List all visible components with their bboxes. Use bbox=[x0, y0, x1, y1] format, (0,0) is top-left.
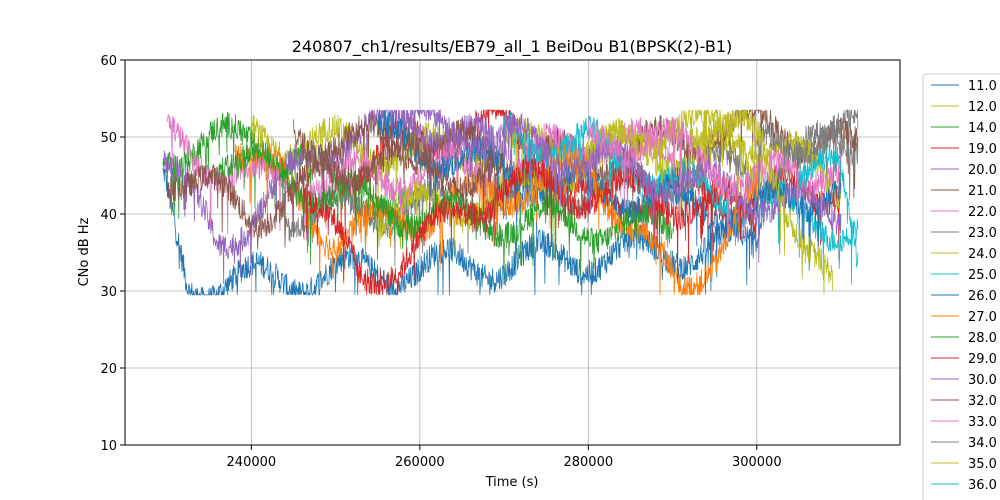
x-tick-label: 240000 bbox=[227, 455, 277, 470]
legend-label: 29.0 bbox=[968, 352, 997, 367]
series-line-27.0 bbox=[234, 142, 758, 296]
legend-label: 22.0 bbox=[968, 205, 997, 220]
legend-label: 24.0 bbox=[968, 247, 997, 262]
y-tick-label: 30 bbox=[100, 285, 117, 300]
legend-label: 21.0 bbox=[968, 184, 997, 199]
legend-label: 23.0 bbox=[968, 226, 997, 241]
legend-label: 30.0 bbox=[968, 373, 997, 388]
legend-label: 19.0 bbox=[968, 142, 997, 157]
chart-title: 240807_ch1/results/EB79_all_1 BeiDou B1(… bbox=[292, 37, 733, 57]
series-line-34.0 bbox=[756, 108, 859, 187]
legend-label: 32.0 bbox=[968, 394, 997, 409]
x-tick-label: 300000 bbox=[732, 455, 782, 470]
y-tick-label: 60 bbox=[100, 54, 117, 69]
x-tick-label: 260000 bbox=[395, 455, 445, 470]
y-tick-label: 40 bbox=[100, 208, 117, 223]
x-axis: 240000 260000 280000 300000 bbox=[227, 445, 782, 470]
legend-label: 33.0 bbox=[968, 415, 997, 430]
legend-label: 35.0 bbox=[968, 457, 997, 472]
legend-box bbox=[922, 73, 1000, 500]
y-tick-label: 20 bbox=[100, 362, 117, 377]
legend-label: 27.0 bbox=[968, 310, 997, 325]
legend-label: 20.0 bbox=[968, 163, 997, 178]
series-line-30.0 bbox=[402, 109, 842, 263]
legend-label: 26.0 bbox=[968, 289, 997, 304]
plot-area bbox=[162, 108, 859, 296]
series-line-32.0 bbox=[166, 129, 505, 250]
legend-label: 34.0 bbox=[968, 436, 997, 451]
y-tick-label: 10 bbox=[100, 439, 117, 454]
legend-label: 12.0 bbox=[968, 100, 997, 115]
legend: 11.0 12.0 14.0 19.0 20.0 21.0 22.0 23.0 24.0 25.0… bbox=[922, 73, 1000, 500]
y-tick-label: 50 bbox=[100, 131, 117, 146]
series-line-36.0 bbox=[798, 144, 859, 285]
series-line-20.0 bbox=[162, 108, 547, 284]
plot-frame bbox=[124, 59, 901, 446]
y-axis-label: CNo dB Hz bbox=[77, 217, 92, 286]
series-line-29.0 bbox=[301, 158, 758, 295]
series-line-35.0 bbox=[689, 109, 833, 295]
legend-label: 25.0 bbox=[968, 268, 997, 283]
x-axis-label: Time (s) bbox=[485, 475, 539, 490]
x-tick-label: 280000 bbox=[563, 455, 613, 470]
y-axis: 10 20 30 40 50 60 bbox=[100, 54, 125, 454]
legend-label: 36.0 bbox=[968, 478, 997, 493]
legend-label: 28.0 bbox=[968, 331, 997, 346]
legend-label: 14.0 bbox=[968, 121, 997, 136]
legend-label: 11.0 bbox=[968, 79, 997, 94]
